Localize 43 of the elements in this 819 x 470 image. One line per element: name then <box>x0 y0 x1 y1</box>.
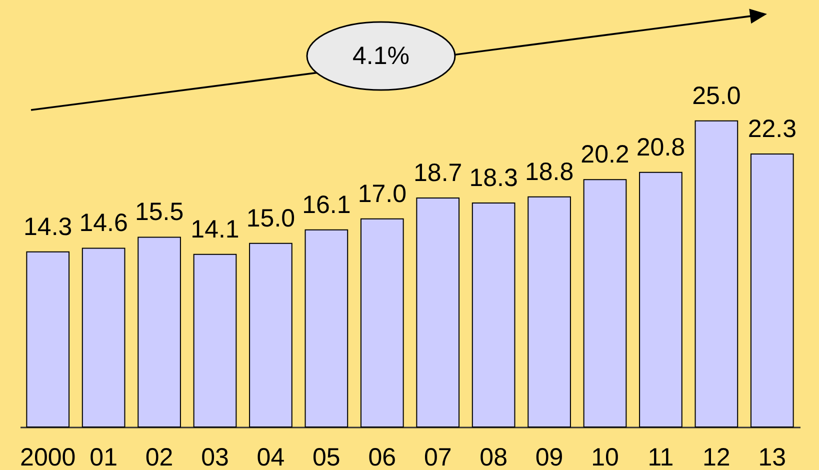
x-tick-label: 05 <box>312 444 340 470</box>
bar <box>750 153 794 428</box>
bar <box>138 236 181 428</box>
bar <box>360 218 404 428</box>
x-tick-label: 09 <box>535 444 564 470</box>
bar <box>472 202 516 428</box>
bar <box>304 229 348 428</box>
bar <box>694 120 738 428</box>
text: 4.1% <box>352 42 410 70</box>
x-tick-label: 07 <box>424 444 452 470</box>
x-tick-label: 13 <box>758 444 786 470</box>
bar <box>249 242 292 428</box>
data-label: 18.3 <box>469 164 518 192</box>
bar <box>639 172 682 428</box>
bar <box>82 248 126 428</box>
bar <box>583 179 627 428</box>
x-tick-label: 04 <box>256 444 285 470</box>
data-label: 25.0 <box>692 82 741 110</box>
data-label: 18.8 <box>524 158 574 186</box>
data-label: 20.8 <box>636 133 686 162</box>
x-tick-label: 06 <box>368 444 396 470</box>
x-tick-label: 12 <box>702 444 730 470</box>
x-tick-label: 08 <box>480 444 508 470</box>
bar <box>193 254 237 428</box>
bar <box>416 198 460 428</box>
data-label: 17.0 <box>358 180 406 208</box>
x-tick-label: 2000 <box>20 444 76 470</box>
data-label: 22.3 <box>748 114 796 143</box>
data-label: 14.3 <box>24 212 72 241</box>
x-tick-label: 01 <box>90 444 118 470</box>
data-label: 15.0 <box>246 204 296 232</box>
data-label: 18.7 <box>414 159 462 188</box>
bar <box>528 196 571 428</box>
x-tick-label: 02 <box>145 444 174 470</box>
data-label: 20.2 <box>580 140 630 169</box>
x-tick-label: 10 <box>591 444 619 470</box>
data-label: 14.1 <box>190 215 240 244</box>
data-label: 16.1 <box>302 190 351 219</box>
x-tick-label: 11 <box>648 444 674 470</box>
bar <box>26 251 70 428</box>
x-tick-label: 03 <box>201 444 229 470</box>
data-label: 14.6 <box>79 209 128 238</box>
data-label: 15.5 <box>134 198 184 226</box>
